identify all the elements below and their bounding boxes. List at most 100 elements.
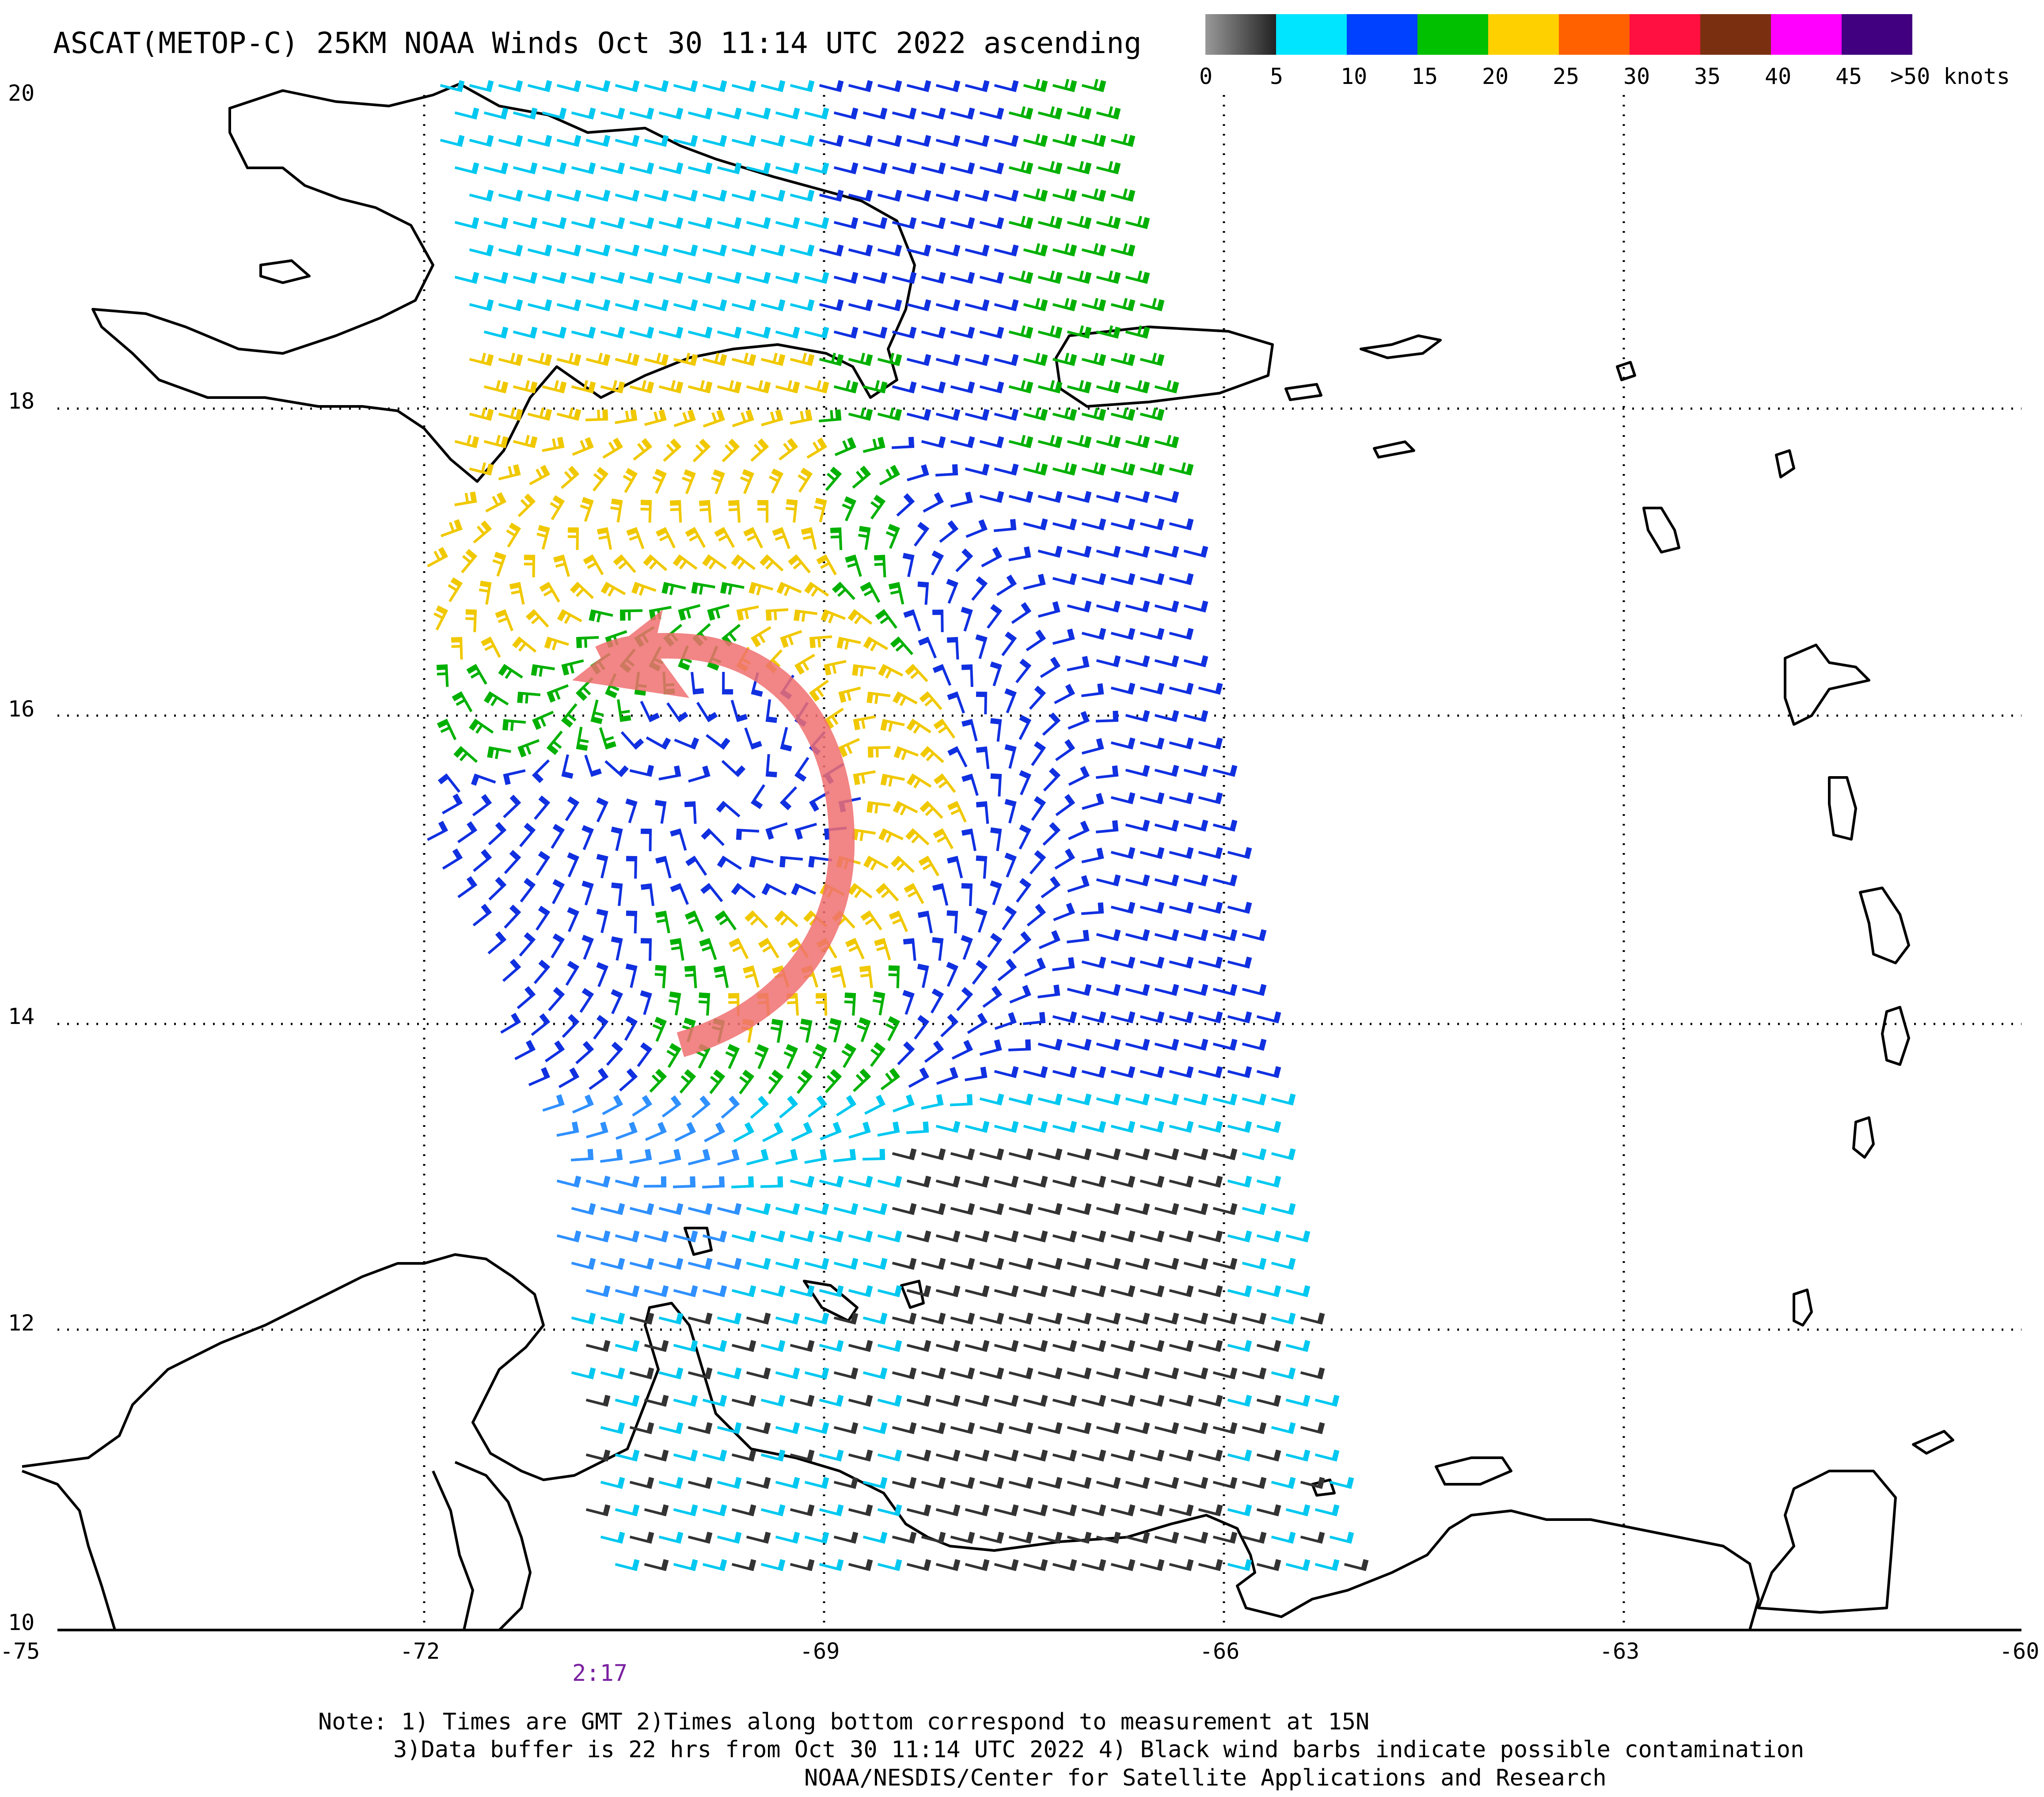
wind-barb bbox=[585, 299, 611, 311]
wind-barb bbox=[746, 1203, 771, 1215]
wind-barb bbox=[1052, 407, 1077, 421]
wind-barb bbox=[1008, 325, 1033, 339]
wind-barb bbox=[890, 636, 914, 656]
wind-barb bbox=[658, 1258, 684, 1270]
wind-barb bbox=[877, 1395, 902, 1407]
wind-barb bbox=[880, 1068, 900, 1091]
wind-barb bbox=[1242, 1422, 1267, 1434]
wind-barb bbox=[661, 1095, 682, 1118]
wind-barb bbox=[955, 548, 973, 572]
wind-barb bbox=[813, 1043, 828, 1069]
wind-barb bbox=[1068, 766, 1090, 786]
wind-barb bbox=[860, 910, 882, 931]
wind-barb bbox=[862, 1477, 888, 1489]
wind-barb bbox=[1096, 435, 1121, 448]
wind-barb bbox=[746, 326, 771, 339]
wind-barb bbox=[1212, 1039, 1238, 1051]
wind-barb bbox=[1256, 1340, 1281, 1352]
wind-barb bbox=[691, 1096, 711, 1118]
wind-barb bbox=[877, 190, 902, 202]
wind-barb bbox=[904, 883, 924, 904]
wind-barb bbox=[1067, 106, 1092, 120]
wind-barb bbox=[524, 554, 536, 578]
wind-barb bbox=[600, 1203, 625, 1215]
wind-barb bbox=[513, 380, 538, 394]
wind-barb bbox=[640, 500, 652, 523]
wind-barb bbox=[600, 1422, 625, 1434]
legend-swatch bbox=[1559, 14, 1630, 55]
wind-barb bbox=[965, 244, 990, 257]
wind-barb bbox=[762, 1122, 784, 1142]
wind-barb bbox=[1125, 600, 1150, 613]
map-title: ASCAT(METOP-C) 25KM NOAA Winds Oct 30 11… bbox=[53, 26, 1142, 60]
wind-barb bbox=[1008, 1312, 1033, 1325]
wind-barb bbox=[935, 1285, 961, 1297]
wind-barb bbox=[602, 1095, 623, 1115]
wind-barb bbox=[981, 547, 1003, 568]
wind-barb bbox=[1008, 1258, 1033, 1270]
wind-barb bbox=[658, 272, 684, 284]
wind-barb bbox=[862, 107, 888, 120]
wind-barb bbox=[454, 491, 477, 506]
wind-barb bbox=[731, 80, 756, 92]
wind-barb bbox=[1169, 737, 1194, 750]
wind-barb bbox=[961, 883, 973, 906]
wind-barb bbox=[1110, 518, 1136, 531]
wind-barb bbox=[644, 190, 669, 202]
wind-barb bbox=[892, 1203, 917, 1215]
wind-barb bbox=[965, 190, 990, 202]
wind-barb bbox=[472, 794, 492, 817]
wind-barb bbox=[825, 466, 842, 491]
wind-barb bbox=[1110, 1230, 1136, 1243]
wind-barb bbox=[658, 1477, 684, 1489]
wind-barb bbox=[585, 244, 611, 257]
wind-barb bbox=[702, 244, 727, 257]
wind-barb bbox=[702, 190, 727, 202]
wind-barb bbox=[946, 910, 958, 934]
wind-barb bbox=[1125, 546, 1150, 558]
wind-barb bbox=[935, 1395, 961, 1407]
wind-barb bbox=[824, 1069, 842, 1093]
wind-barb bbox=[1154, 1258, 1179, 1270]
wind-barb bbox=[760, 244, 786, 257]
wind-barb bbox=[1154, 710, 1179, 722]
wind-barb bbox=[472, 903, 492, 927]
wind-barb bbox=[717, 107, 742, 120]
wind-barb bbox=[1067, 1477, 1092, 1489]
wind-barb bbox=[1256, 1504, 1281, 1516]
wind-barb bbox=[585, 190, 611, 202]
wind-barb bbox=[1242, 1367, 1267, 1380]
wind-barb bbox=[517, 739, 540, 758]
wind-barb bbox=[862, 326, 888, 339]
wind-barb bbox=[1110, 1175, 1136, 1188]
wind-barb bbox=[1110, 956, 1136, 969]
wind-barb bbox=[1052, 353, 1077, 366]
wind-barb bbox=[820, 1122, 842, 1141]
st-lucia-coast bbox=[1881, 1006, 1910, 1066]
legend-swatch bbox=[1771, 14, 1842, 55]
wind-barb bbox=[1300, 1367, 1325, 1380]
wind-barb bbox=[990, 718, 1002, 742]
wind-barb bbox=[746, 1367, 771, 1380]
wind-barb bbox=[615, 1175, 640, 1188]
wind-barb bbox=[892, 381, 917, 394]
wind-barb bbox=[1040, 656, 1061, 678]
wind-barb bbox=[877, 80, 902, 92]
wind-barb bbox=[979, 272, 1004, 284]
wind-barb bbox=[1285, 1504, 1311, 1516]
wind-barb bbox=[950, 1148, 975, 1160]
wind-barb bbox=[866, 691, 891, 704]
wind-barb bbox=[848, 1230, 873, 1243]
wind-barb bbox=[1140, 1340, 1165, 1352]
wind-barb bbox=[893, 1094, 915, 1113]
wind-barb bbox=[1198, 1175, 1223, 1188]
wind-barb bbox=[589, 609, 613, 622]
wind-barb bbox=[1271, 1312, 1296, 1325]
wind-barb bbox=[509, 582, 525, 605]
wind-barb bbox=[921, 1532, 946, 1544]
wind-barb bbox=[807, 1095, 828, 1118]
wind-barb bbox=[1227, 1121, 1252, 1133]
wind-barb bbox=[733, 1122, 755, 1143]
wind-barb bbox=[868, 746, 891, 758]
wind-barb bbox=[1110, 1285, 1136, 1297]
